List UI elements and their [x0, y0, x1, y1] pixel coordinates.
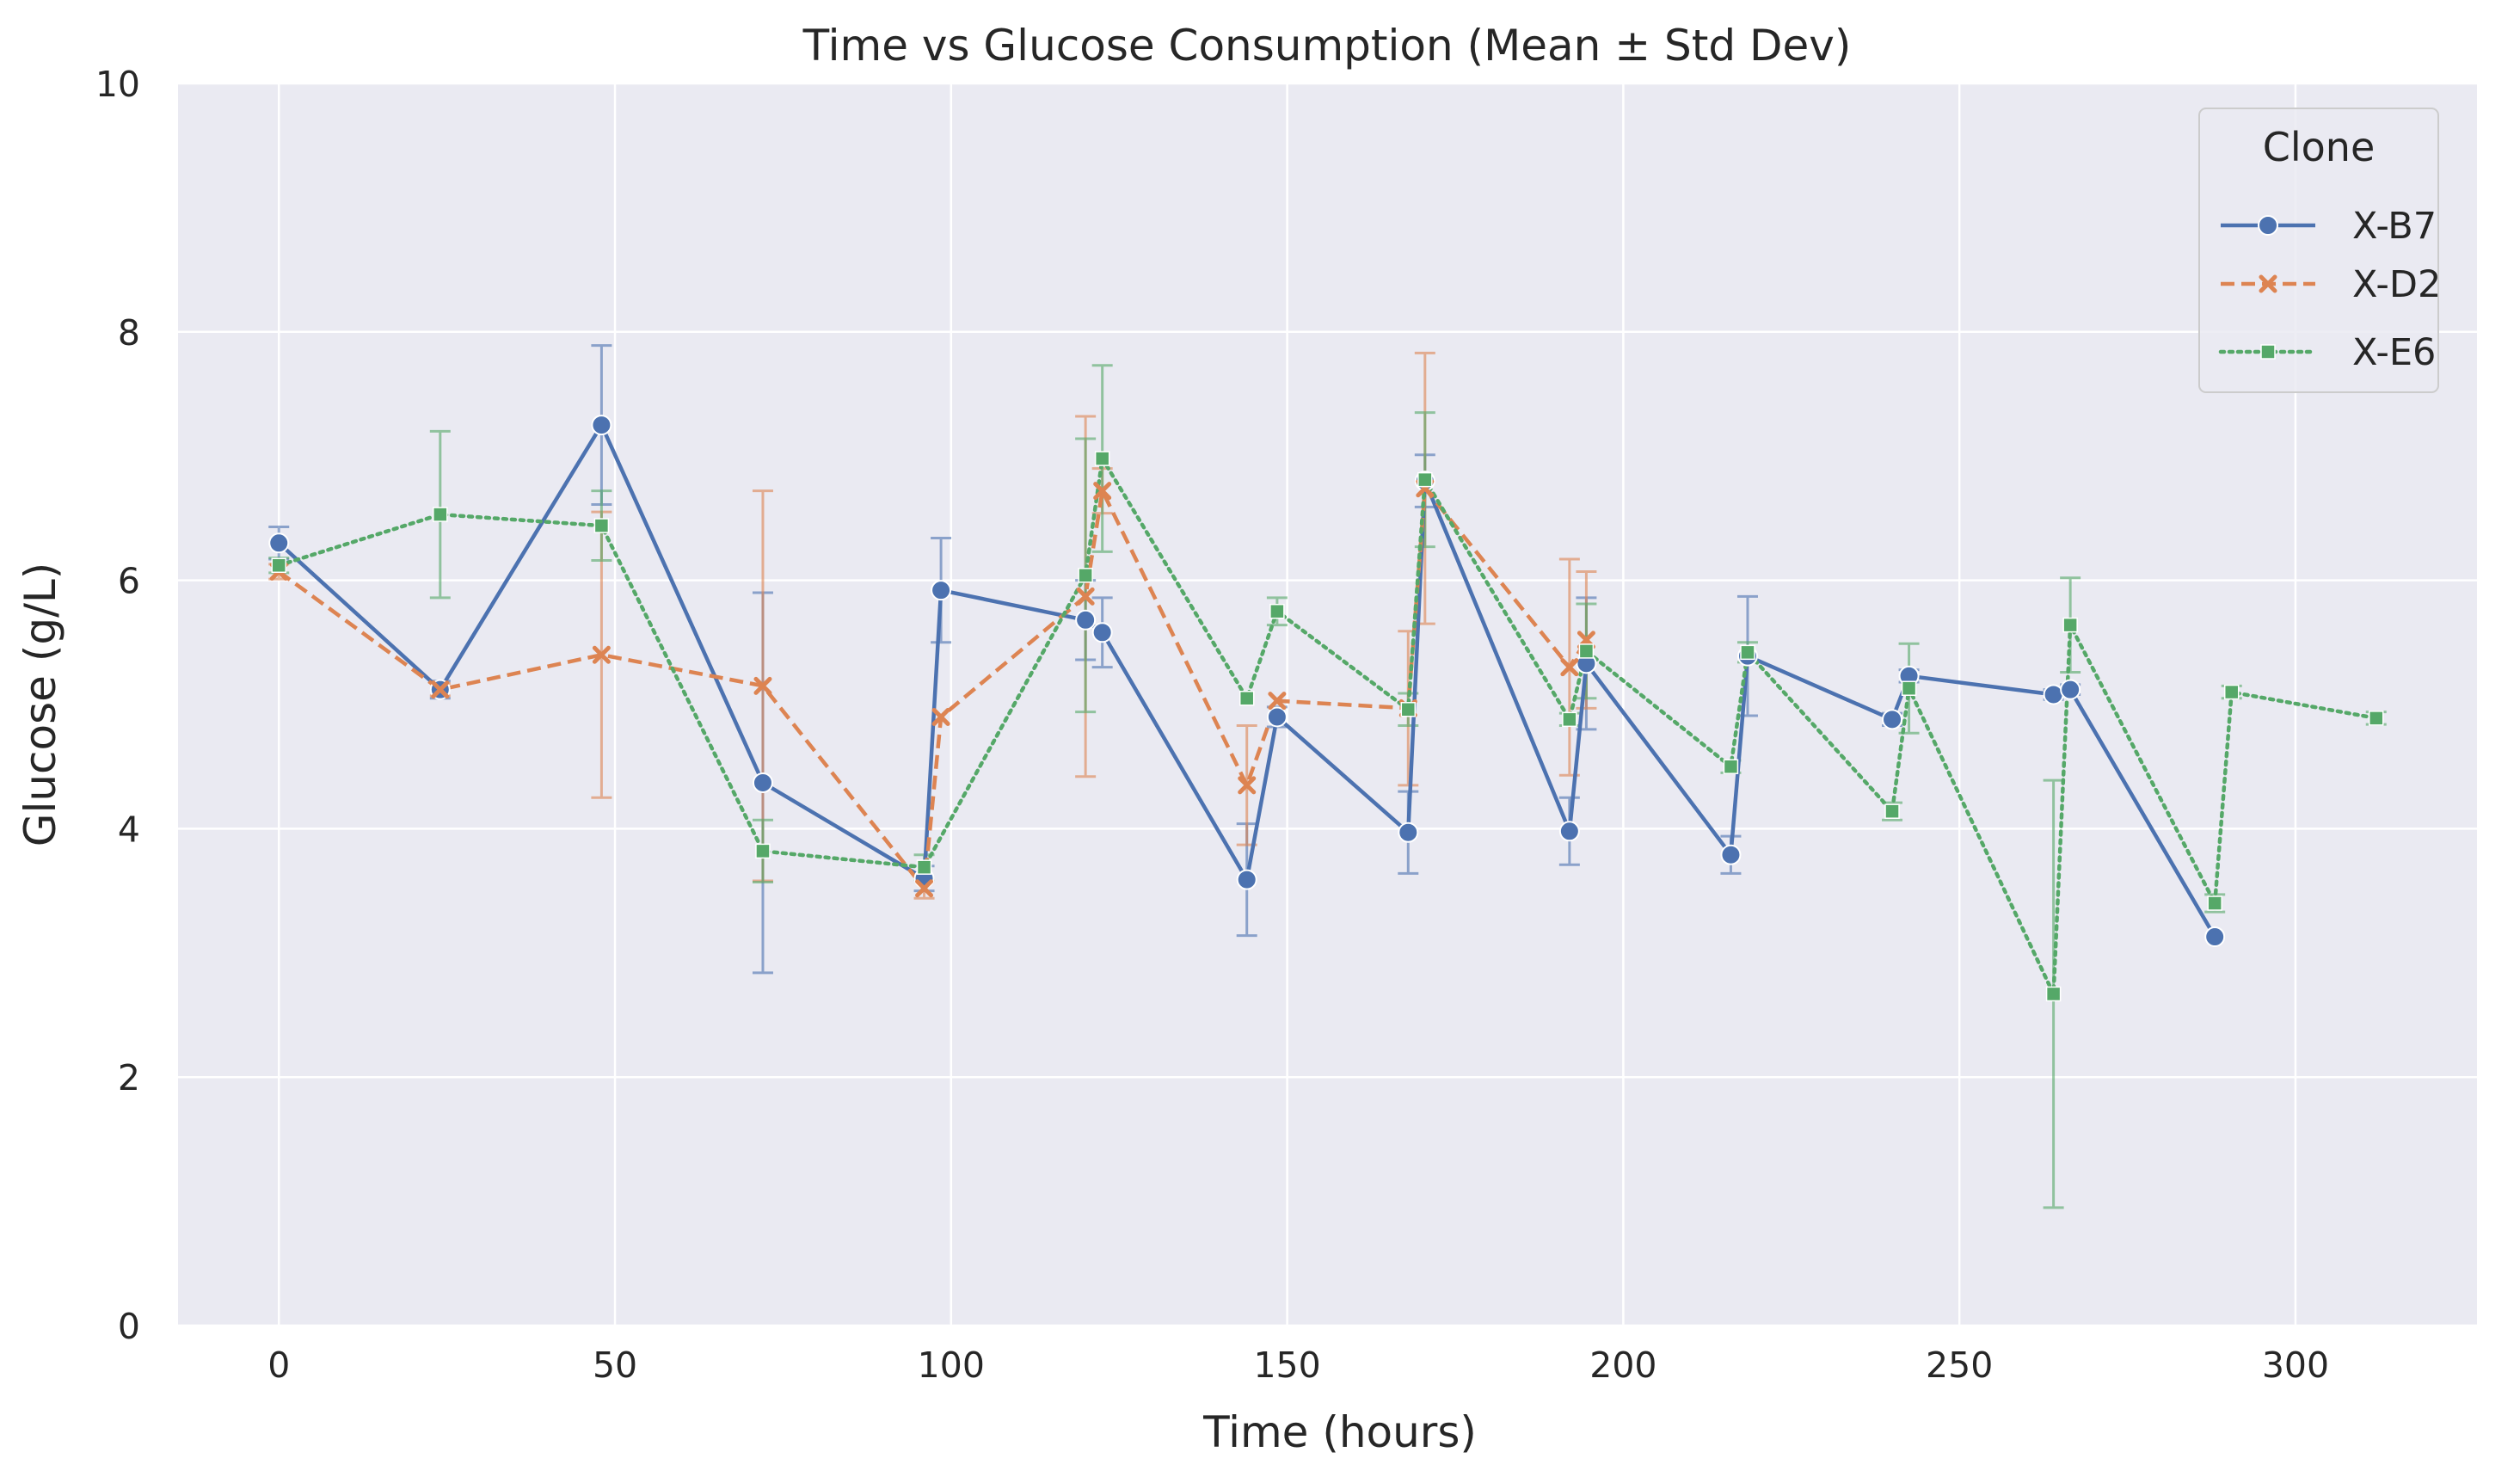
data-point-x-d2 [1268, 692, 1287, 711]
data-point-x-e6 [1578, 643, 1595, 659]
y-tick-label: 10 [95, 64, 140, 105]
series-markers [268, 415, 2384, 1002]
data-point-x-b7 [1720, 844, 1742, 865]
data-point-x-e6 [2062, 617, 2078, 633]
legend-label-x-e6: X-E6 [2352, 331, 2436, 374]
legend-entry-x-e6: X-E6 [2218, 331, 2436, 374]
y-tick-label: 8 [118, 312, 140, 354]
data-point-x-e6 [1238, 691, 1255, 706]
data-point-x-d2 [592, 645, 611, 664]
data-point-x-b7 [1558, 821, 1580, 842]
data-point-x-e6 [1723, 759, 1739, 774]
y-tick-label: 0 [118, 1306, 140, 1347]
legend-entries: X-B7 X-D2 X-E6 [2218, 205, 2441, 374]
grid [178, 82, 2477, 1327]
x-tick-label: 250 [1926, 1345, 1993, 1386]
data-point-x-d2 [1093, 482, 1112, 501]
data-point-x-e6 [1400, 702, 1417, 717]
x-tick-label: 150 [1253, 1345, 1320, 1386]
data-point-x-b7 [1236, 869, 1257, 890]
x-tick-label: 100 [918, 1345, 985, 1386]
data-point-x-b7 [591, 415, 612, 436]
data-point-x-e6 [1901, 680, 1917, 696]
data-point-x-d2 [931, 707, 950, 726]
data-point-x-e6 [2045, 986, 2062, 1002]
data-point-x-e6 [433, 507, 448, 522]
legend-label-x-b7: X-B7 [2352, 205, 2437, 248]
data-point-x-b7 [752, 772, 773, 793]
data-point-x-b7 [2204, 926, 2226, 948]
legend-marker-x-d2 [2259, 274, 2277, 293]
legend-title: Clone [2263, 124, 2376, 170]
data-point-x-d2 [1238, 776, 1257, 795]
data-point-x-b7 [1075, 609, 1097, 631]
data-point-x-e6 [1094, 451, 1110, 466]
legend-entry-x-d2: X-D2 [2221, 263, 2441, 306]
legend: Clone X-B7 X-D2 X-E6 [2198, 108, 2441, 393]
data-point-x-b7 [2060, 679, 2081, 700]
y-tick-label: 4 [118, 809, 140, 850]
data-point-x-b7 [268, 532, 290, 554]
data-point-x-e6 [1562, 711, 1577, 728]
data-point-x-e6 [916, 859, 932, 875]
data-point-x-e6 [755, 843, 771, 859]
x-axis-label: Time (hours) [1202, 1407, 1477, 1457]
data-point-x-b7 [1266, 706, 1288, 728]
data-point-x-b7 [931, 580, 952, 601]
data-point-x-e6 [1078, 568, 1093, 583]
data-point-x-b7 [1091, 622, 1113, 643]
chart-title: Time vs Glucose Consumption (Mean ± Std … [802, 21, 1852, 71]
data-point-x-d2 [431, 680, 450, 699]
x-tick-labels: 0 50 100 150 200 250 300 [267, 1345, 2329, 1386]
data-point-x-e6 [2223, 684, 2240, 700]
data-point-x-e6 [1884, 803, 1900, 819]
data-point-x-e6 [271, 557, 286, 574]
legend-box [2198, 108, 2439, 393]
data-point-x-b7 [1398, 821, 1419, 843]
data-point-x-d2 [753, 676, 772, 695]
data-point-x-e6 [593, 518, 610, 533]
data-point-x-d2 [915, 879, 934, 898]
series-line-x-e6 [276, 456, 2379, 996]
data-point-x-e6 [2369, 711, 2384, 726]
y-tick-label: 2 [118, 1057, 140, 1098]
legend-marker-x-b7 [2258, 215, 2278, 236]
data-point-x-e6 [1417, 471, 1433, 488]
x-tick-label: 50 [593, 1345, 637, 1386]
x-tick-label: 300 [2262, 1345, 2329, 1386]
legend-marker-x-e6 [2260, 344, 2276, 360]
data-point-x-d2 [1076, 587, 1095, 606]
legend-entry-x-b7: X-B7 [2221, 205, 2437, 248]
data-point-x-b7 [1882, 709, 1903, 730]
legend-label-x-d2: X-D2 [2352, 263, 2441, 306]
y-tick-labels: 0 2 4 6 8 10 [95, 64, 140, 1347]
data-point-x-e6 [2207, 895, 2222, 911]
x-tick-label: 0 [267, 1345, 290, 1386]
data-point-x-e6 [1740, 644, 1755, 661]
data-point-x-e6 [1269, 603, 1285, 619]
x-tick-label: 200 [1589, 1345, 1656, 1386]
y-axis-label: Glucose (g/L) [15, 563, 65, 847]
data-point-x-d2 [1560, 658, 1579, 677]
y-tick-label: 6 [118, 561, 140, 602]
